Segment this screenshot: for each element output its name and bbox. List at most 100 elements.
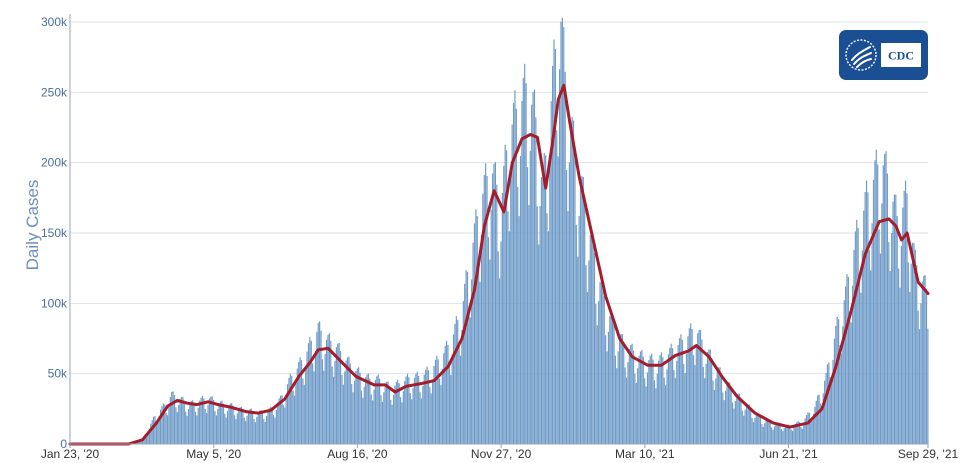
daily-case-bar [750,408,752,444]
daily-case-bar [688,328,690,444]
daily-case-bar [203,398,205,444]
daily-case-bar [331,366,333,444]
daily-case-bar [712,380,714,444]
daily-case-bar [503,165,505,445]
daily-case-bar [540,177,543,444]
daily-case-bar [886,173,889,444]
daily-case-bar [210,396,212,444]
daily-case-bar [822,393,824,444]
daily-case-bar [365,377,367,444]
daily-case-bar [872,179,875,444]
daily-case-bar [871,223,873,444]
daily-case-bar [786,424,788,444]
daily-case-bar [754,417,756,444]
daily-case-bar [824,380,826,444]
daily-case-bar [924,275,926,444]
daily-case-bar [305,368,307,444]
daily-case-bar [299,357,301,444]
daily-case-bar [337,343,339,444]
daily-case-bar [369,378,371,444]
daily-case-bar [468,306,470,444]
daily-case-bar [543,152,545,444]
daily-case-bar [557,156,559,444]
daily-case-bar [291,375,293,444]
daily-case-bar [217,408,219,444]
daily-case-bar [514,90,516,444]
daily-case-bar [454,323,456,444]
daily-case-bar [164,404,166,444]
daily-case-bar [572,120,575,444]
daily-case-bar [744,409,746,444]
daily-case-bar [842,326,844,444]
daily-case-bar [376,376,378,444]
daily-case-bar [764,423,766,444]
daily-case-bar [300,360,303,444]
daily-case-bar [176,412,178,444]
x-tick-label: Sep 29, '21 [898,447,959,461]
daily-case-bar [489,259,491,444]
daily-case-bar [370,394,372,444]
daily-case-bar [351,384,353,444]
daily-case-bar [748,404,750,444]
hhs-eagle-icon [845,39,877,71]
daily-case-bar [310,340,312,444]
daily-case-bar [649,355,651,444]
daily-case-bar [648,360,650,444]
daily-case-bar [588,260,590,444]
daily-case-bar [292,390,294,444]
daily-case-bar [182,396,184,444]
daily-case-bar [464,283,466,444]
daily-case-bar [419,392,421,444]
daily-case-bar [794,423,796,444]
daily-case-bar [338,343,340,444]
daily-case-bar [651,353,653,444]
grid-lines [70,21,928,375]
daily-case-bar [402,391,404,444]
daily-case-bar [480,235,483,444]
daily-case-bar [893,194,896,444]
daily-case-bar [662,357,664,444]
daily-case-bar [609,316,611,444]
daily-case-bar [391,404,393,444]
daily-case-bar [755,414,757,444]
daily-case-bar [610,313,612,444]
daily-case-bar [528,205,530,444]
daily-case-bar [589,235,591,444]
daily-case-bar [141,439,144,444]
daily-case-bar [432,379,434,444]
daily-case-bar [771,427,773,444]
daily-case-bar [406,373,409,444]
daily-case-bar [439,378,441,444]
daily-case-bar [359,372,361,444]
daily-case-bar [637,368,639,444]
daily-case-bar [740,398,742,444]
daily-case-bar [153,416,155,444]
daily-case-bar [496,184,498,444]
daily-case-bar [586,292,589,444]
daily-case-bar [412,387,414,444]
daily-case-bar [652,359,654,444]
daily-case-bar [418,375,420,444]
daily-case-bar [819,403,822,444]
daily-case-bar [285,395,287,444]
daily-case-bar [215,415,217,444]
daily-case-bar [711,357,713,444]
daily-case-bar [765,420,767,444]
daily-case-bar [538,244,540,444]
daily-case-bar [180,397,183,444]
daily-case-bar [727,382,729,444]
daily-case-bar [507,211,509,444]
daily-case-bar [585,265,587,444]
daily-case-bar [330,340,332,444]
daily-case-bar [743,415,745,444]
daily-case-bar [903,190,905,444]
daily-case-bar [599,282,601,444]
daily-case-bar [531,104,533,444]
daily-case-bar [851,285,854,444]
daily-case-bar [266,415,268,444]
daily-case-bar [249,409,251,444]
daily-case-bar [571,117,573,444]
daily-case-bar [870,270,872,444]
daily-case-bar [805,415,808,444]
daily-case-bar [166,415,169,444]
